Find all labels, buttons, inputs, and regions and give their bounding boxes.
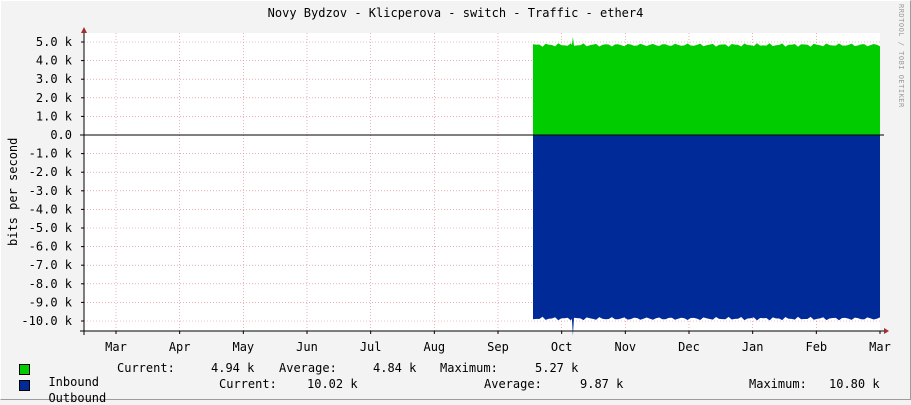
x-tick-label: Mar xyxy=(105,340,127,354)
y-tick-label: -10.0 k xyxy=(21,314,72,328)
legend-outbound-average-label: Average: xyxy=(484,377,542,391)
x-tick-label: May xyxy=(232,340,254,354)
x-tick-label: Feb xyxy=(805,340,827,354)
y-tick-labels: 5.0 k 4.0 k 3.0 k 2.0 k 1.0 k 0.0 -1.0 k -2.0 k… xyxy=(21,35,72,328)
y-tick-label: 3.0 k xyxy=(36,72,73,86)
y-tick-label: 0.0 xyxy=(50,128,72,142)
y-tick-label: -4.0 k xyxy=(29,202,73,216)
y-tick-label: 4.0 k xyxy=(36,54,73,68)
y-tick-label: -2.0 k xyxy=(29,165,73,179)
x-axis-arrow xyxy=(884,328,889,334)
x-tick-label: Nov xyxy=(614,340,636,354)
y-tick-label: -3.0 k xyxy=(29,184,73,198)
legend-inbound-maximum: 5.27 k xyxy=(535,361,579,375)
y-axis-arrow xyxy=(81,27,87,33)
traffic-chart: 5.0 k 4.0 k 3.0 k 2.0 k 1.0 k 0.0 -1.0 k -2.0 k… xyxy=(21,27,891,354)
x-tick-label: Dec xyxy=(678,340,700,354)
y-tick-label: -1.0 k xyxy=(29,147,73,161)
y-tick-label: -5.0 k xyxy=(29,221,73,235)
legend-row-outbound: Outbound xyxy=(34,377,106,405)
y-tick-label: -6.0 k xyxy=(29,240,73,254)
legend-swatch-inbound xyxy=(19,364,30,375)
legend-outbound-average: 9.87 k xyxy=(580,377,624,391)
x-tick-label: Jul xyxy=(360,340,382,354)
x-tick-label: Oct xyxy=(551,340,573,354)
legend-row-inbound: Inbound xyxy=(34,361,99,389)
rrdtool-watermark: RRDTOOL / TOBI OETIKER xyxy=(897,4,905,108)
y-tick-label: -9.0 k xyxy=(29,295,73,309)
y-tick-label: 5.0 k xyxy=(36,35,73,49)
legend-inbound-current: 4.94 k xyxy=(211,361,255,375)
x-tick-label: Jun xyxy=(296,340,318,354)
series-area-inbound xyxy=(533,37,880,135)
x-tick-label: Aug xyxy=(423,340,445,354)
legend-inbound-average-label: Average: xyxy=(279,361,337,375)
legend-outbound-current-label: Current: xyxy=(219,377,277,391)
axes xyxy=(80,27,889,335)
legend-outbound-maximum: 10.80 k xyxy=(829,377,880,391)
legend-inbound-current-label: Current: xyxy=(117,361,175,375)
series-areas xyxy=(533,37,880,336)
legend-swatch-outbound xyxy=(19,380,30,391)
legend-label-outbound: Outbound xyxy=(48,391,107,405)
y-tick-label: -8.0 k xyxy=(29,277,73,291)
y-tick-label: 1.0 k xyxy=(36,109,73,123)
legend-inbound-maximum-label: Maximum: xyxy=(440,361,498,375)
x-tick-label: Sep xyxy=(487,340,509,354)
chart-title: Novy Bydzov - Klicperova - switch - Traf… xyxy=(267,6,644,20)
y-tick-label: -7.0 k xyxy=(29,258,73,272)
x-tick-label: Mar xyxy=(869,340,891,354)
x-tick-labels: Mar Apr May Jun Jul Aug Sep Oct Nov Dec Jan Feb Mar xyxy=(105,340,891,354)
x-tick-label: Apr xyxy=(169,340,191,354)
series-area-outbound xyxy=(533,135,880,336)
x-tick-label: Jan xyxy=(742,340,764,354)
legend-outbound-current: 10.02 k xyxy=(307,377,358,391)
legend-inbound-average: 4.84 k xyxy=(373,361,417,375)
legend-label-inbound: Inbound xyxy=(48,375,100,389)
y-tick-label: 2.0 k xyxy=(36,91,73,105)
legend-outbound-maximum-label: Maximum: xyxy=(749,377,807,391)
